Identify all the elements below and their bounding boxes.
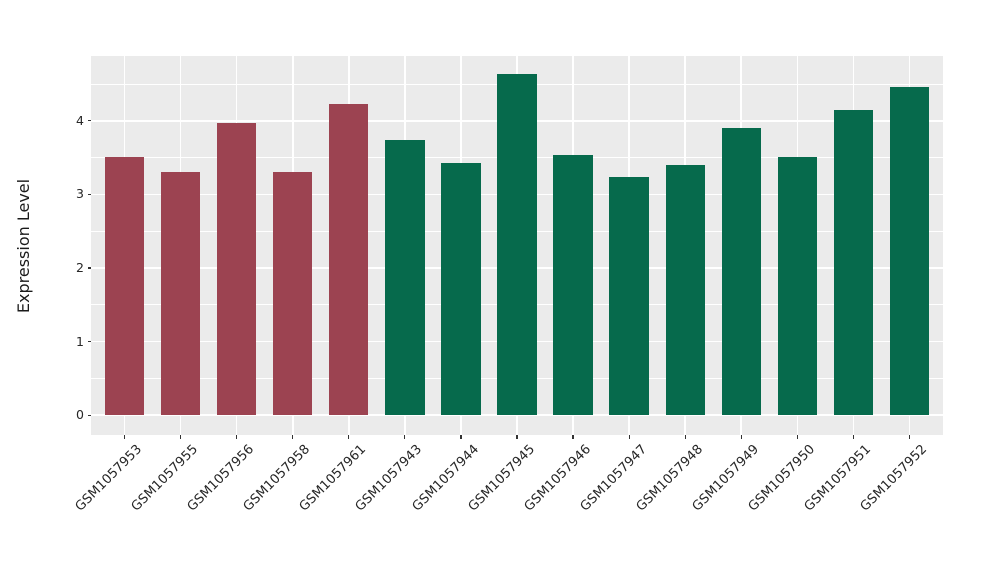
bar-GSM1057950 xyxy=(777,156,817,416)
x-tick-mark xyxy=(908,435,910,439)
bar-GSM1057958 xyxy=(273,171,313,416)
y-tick-label: 3 xyxy=(76,186,84,202)
bar-GSM1057946 xyxy=(553,154,593,416)
x-tick-mark xyxy=(684,435,686,439)
x-tick-mark xyxy=(628,435,630,439)
bar-GSM1057955 xyxy=(161,172,201,416)
x-tick-mark xyxy=(740,435,742,439)
x-tick-mark xyxy=(348,435,350,439)
x-tick-mark xyxy=(852,435,854,439)
bar-GSM1057944 xyxy=(441,163,481,416)
bar-GSM1057947 xyxy=(609,177,649,416)
x-tick-mark xyxy=(572,435,574,439)
y-tick-label: 2 xyxy=(76,259,84,275)
y-tick-mark xyxy=(87,340,91,343)
y-axis-title: Expression Level xyxy=(14,178,33,314)
y-tick-label: 1 xyxy=(76,333,84,349)
y-tick-mark xyxy=(87,120,91,122)
y-tick-label: 0 xyxy=(76,407,84,423)
bar-GSM1057961 xyxy=(329,103,369,416)
y-tick-mark xyxy=(87,414,91,416)
bar-GSM1057943 xyxy=(385,139,425,416)
bar-GSM1057953 xyxy=(105,156,145,416)
plot-panel xyxy=(91,56,943,435)
x-tick-mark xyxy=(292,435,294,439)
x-tick-mark xyxy=(796,435,798,439)
y-tick-mark xyxy=(87,267,91,269)
x-tick-mark xyxy=(124,435,126,439)
bar-GSM1057949 xyxy=(721,128,761,416)
bar-GSM1057952 xyxy=(889,86,929,416)
y-tick-mark xyxy=(87,193,91,195)
x-tick-mark xyxy=(180,435,182,439)
x-tick-mark xyxy=(404,435,406,439)
x-tick-mark xyxy=(516,435,518,439)
y-tick-label: 4 xyxy=(76,112,84,128)
x-tick-mark xyxy=(236,435,238,439)
x-tick-mark xyxy=(460,435,462,439)
bar-GSM1057948 xyxy=(665,164,705,416)
bar-GSM1057951 xyxy=(833,109,873,416)
bar-GSM1057956 xyxy=(217,122,257,416)
bar-GSM1057945 xyxy=(497,74,537,416)
